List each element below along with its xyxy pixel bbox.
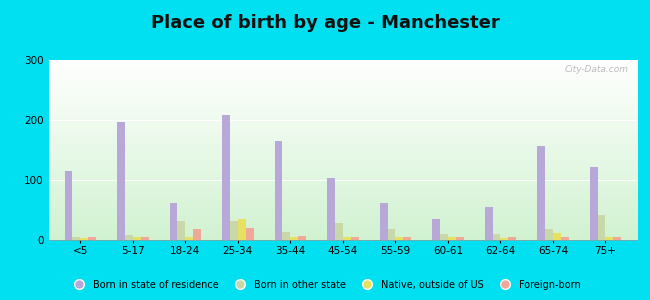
Bar xyxy=(380,203,387,240)
Bar xyxy=(545,229,553,240)
Bar xyxy=(561,237,569,240)
Bar xyxy=(298,236,306,240)
Bar xyxy=(117,122,125,240)
Bar xyxy=(606,237,614,240)
Bar xyxy=(553,233,561,240)
Bar xyxy=(508,237,516,240)
Bar xyxy=(133,237,140,240)
Bar xyxy=(72,237,80,240)
Bar xyxy=(125,235,133,240)
Bar xyxy=(170,203,177,240)
Bar xyxy=(230,221,238,240)
Bar xyxy=(351,237,359,240)
Bar xyxy=(500,238,508,240)
Bar xyxy=(88,237,96,240)
Bar xyxy=(432,219,440,240)
Bar xyxy=(177,221,185,240)
Bar xyxy=(395,237,403,240)
Bar xyxy=(64,171,72,240)
Bar xyxy=(140,237,149,240)
Bar xyxy=(590,167,597,240)
Bar xyxy=(193,229,201,240)
Bar xyxy=(440,234,448,240)
Bar xyxy=(387,229,395,240)
Bar xyxy=(274,141,283,240)
Text: City-Data.com: City-Data.com xyxy=(564,65,628,74)
Bar xyxy=(335,223,343,240)
Bar xyxy=(327,178,335,240)
Bar xyxy=(537,146,545,240)
Bar xyxy=(246,228,254,240)
Bar xyxy=(493,234,500,240)
Text: Place of birth by age - Manchester: Place of birth by age - Manchester xyxy=(151,14,499,32)
Legend: Born in state of residence, Born in other state, Native, outside of US, Foreign-: Born in state of residence, Born in othe… xyxy=(66,276,584,294)
Bar xyxy=(222,115,230,240)
Bar xyxy=(456,237,463,240)
Bar xyxy=(448,237,456,240)
Bar xyxy=(185,237,193,240)
Bar xyxy=(238,219,246,240)
Bar xyxy=(614,237,621,240)
Bar xyxy=(403,237,411,240)
Bar xyxy=(343,237,351,240)
Bar xyxy=(291,237,298,240)
Bar xyxy=(597,215,606,240)
Bar xyxy=(80,238,88,240)
Bar xyxy=(283,232,291,240)
Bar xyxy=(485,207,493,240)
